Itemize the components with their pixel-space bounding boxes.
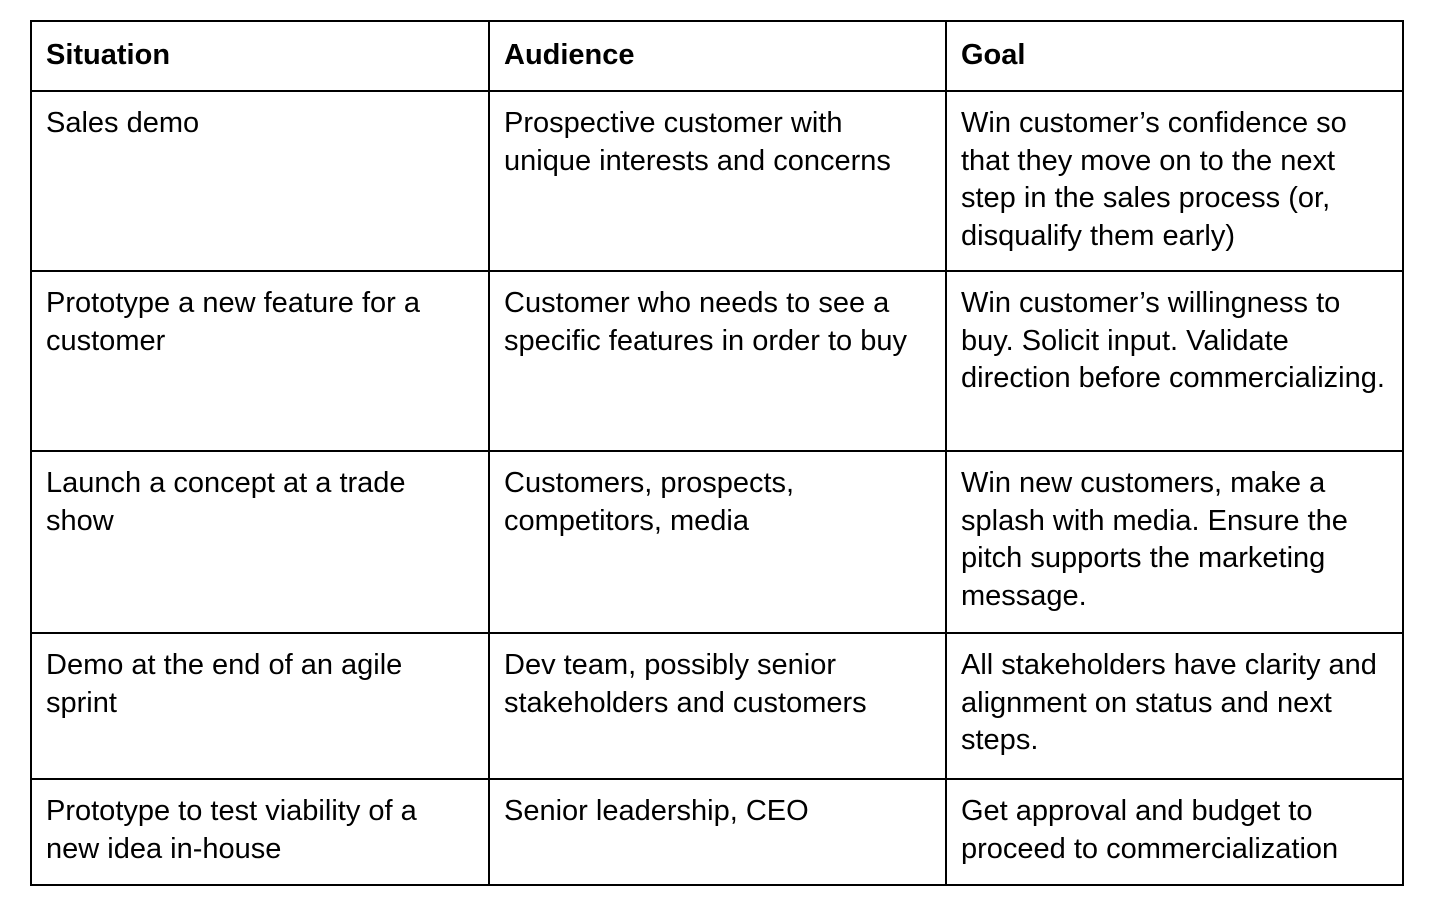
cell-situation: Launch a concept at a trade show [30,450,490,634]
cell-audience: Prospective customer with unique interes… [488,90,947,272]
cell-situation: Prototype to test viability of a new ide… [30,778,490,886]
table-row: Sales demo Prospective customer with uni… [30,90,1404,272]
table-row: Prototype to test viability of a new ide… [30,778,1404,886]
cell-audience: Dev team, possibly senior stakeholders a… [488,632,947,780]
cell-goal: Win customer’s willingness to buy. Solic… [945,270,1404,452]
situation-audience-goal-table: Situation Audience Goal Sales demo Prosp… [30,20,1404,886]
table-row: Demo at the end of an agile sprint Dev t… [30,632,1404,780]
cell-goal: All stakeholders have clarity and alignm… [945,632,1404,780]
cell-goal: Win customer’s confidence so that they m… [945,90,1404,272]
cell-situation: Sales demo [30,90,490,272]
cell-goal: Win new customers, make a splash with me… [945,450,1404,634]
table-row: Prototype a new feature for a customer C… [30,270,1404,452]
cell-audience: Senior leadership, CEO [488,778,947,886]
header-goal: Goal [945,20,1404,92]
cell-situation: Prototype a new feature for a customer [30,270,490,452]
header-row: Situation Audience Goal [30,20,1404,92]
header-audience: Audience [488,20,947,92]
cell-situation: Demo at the end of an agile sprint [30,632,490,780]
table-row: Launch a concept at a trade show Custome… [30,450,1404,634]
header-situation: Situation [30,20,490,92]
cell-goal: Get approval and budget to proceed to co… [945,778,1404,886]
cell-audience: Customer who needs to see a specific fea… [488,270,947,452]
cell-audience: Customers, prospects, competitors, media [488,450,947,634]
